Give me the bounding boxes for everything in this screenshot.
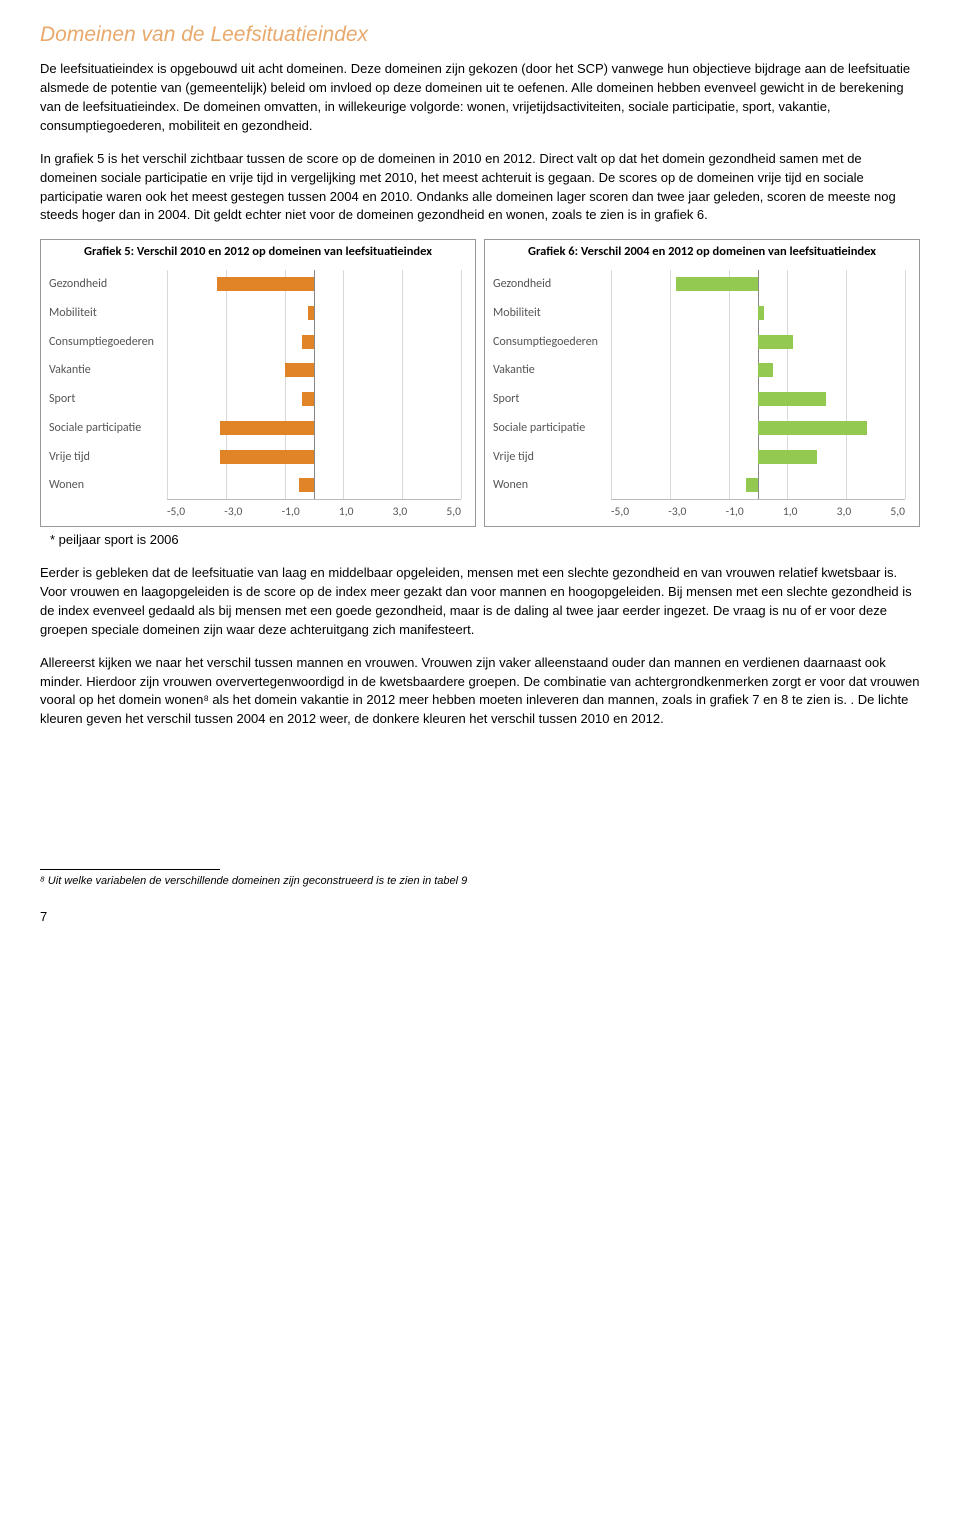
bar-label: Wonen: [49, 477, 167, 494]
bar-label: Sport: [493, 391, 611, 408]
charts-row: Grafiek 5: Verschil 2010 en 2012 op dome…: [40, 239, 920, 527]
paragraph-2: In grafiek 5 is het verschil zichtbaar t…: [40, 150, 920, 225]
bar: [217, 277, 314, 291]
bar-row: Sport: [611, 390, 905, 408]
bar-label: Sport: [49, 391, 167, 408]
chart-6: Grafiek 6: Verschil 2004 en 2012 op dome…: [484, 239, 920, 527]
section-heading: Domeinen van de Leefsituatieindex: [40, 20, 920, 50]
bar: [758, 335, 793, 349]
chart-6-plot: Gezondheid Mobiliteit Consumptiegoederen Va…: [611, 270, 905, 500]
axis-tick: -1,0: [726, 504, 744, 521]
paragraph-4: Allereerst kijken we naar het verschil t…: [40, 654, 920, 729]
axis-tick: 1,0: [783, 504, 798, 521]
bar-label: Vakantie: [493, 362, 611, 379]
bar-row: Consumptiegoederen: [611, 333, 905, 351]
bar-label: Wonen: [493, 477, 611, 494]
bar-row: Wonen: [611, 476, 905, 494]
axis-tick: -3,0: [668, 504, 686, 521]
bar-label: Consumptiegoederen: [49, 334, 167, 351]
bar: [758, 306, 764, 320]
bar-row: Mobiliteit: [611, 304, 905, 322]
axis-tick: 5,0: [446, 504, 461, 521]
bar-row: Sociale participatie: [167, 419, 461, 437]
chart-5: Grafiek 5: Verschil 2010 en 2012 op dome…: [40, 239, 476, 527]
bar: [758, 450, 817, 464]
bar: [676, 277, 758, 291]
chart-6-axis: -5,0 -3,0 -1,0 1,0 3,0 5,0: [611, 500, 905, 521]
axis-tick: -3,0: [224, 504, 242, 521]
bar-row: Vrije tijd: [167, 448, 461, 466]
bar-row: Wonen: [167, 476, 461, 494]
bar-label: Consumptiegoederen: [493, 334, 611, 351]
bar: [220, 421, 314, 435]
axis-tick: -5,0: [167, 504, 185, 521]
bar: [758, 421, 867, 435]
bar: [758, 392, 826, 406]
bar: [302, 335, 314, 349]
bar: [746, 478, 758, 492]
axis-tick: 3,0: [837, 504, 852, 521]
paragraph-3: Eerder is gebleken dat de leefsituatie v…: [40, 564, 920, 639]
paragraph-1: De leefsituatieindex is opgebouwd uit ac…: [40, 60, 920, 135]
bar: [220, 450, 314, 464]
chart-5-title: Grafiek 5: Verschil 2010 en 2012 op dome…: [47, 244, 469, 260]
bar-row: Sport: [167, 390, 461, 408]
bar-row: Vakantie: [611, 361, 905, 379]
bar-label: Vrije tijd: [493, 449, 611, 466]
bar-label: Gezondheid: [49, 276, 167, 293]
axis-tick: -1,0: [282, 504, 300, 521]
bar-label: Vrije tijd: [49, 449, 167, 466]
chart-footnote: * peiljaar sport is 2006: [50, 531, 920, 550]
bar: [302, 392, 314, 406]
bar-row: Gezondheid: [611, 275, 905, 293]
bar-label: Vakantie: [49, 362, 167, 379]
chart-5-axis: -5,0 -3,0 -1,0 1,0 3,0 5,0: [167, 500, 461, 521]
axis-tick: 3,0: [393, 504, 408, 521]
footnote-8: ⁸ Uit welke variabelen de verschillende …: [40, 874, 920, 890]
axis-tick: 1,0: [339, 504, 354, 521]
bar-row: Vrije tijd: [611, 448, 905, 466]
bar-row: Consumptiegoederen: [167, 333, 461, 351]
bar: [299, 478, 314, 492]
chart-5-plot: Gezondheid Mobiliteit Consumptiegoederen Va…: [167, 270, 461, 500]
bar-label: Mobiliteit: [49, 305, 167, 322]
bar: [285, 363, 314, 377]
bar: [758, 363, 773, 377]
bar-row: Sociale participatie: [611, 419, 905, 437]
chart-6-title: Grafiek 6: Verschil 2004 en 2012 op dome…: [491, 244, 913, 260]
bar-label: Gezondheid: [493, 276, 611, 293]
bar: [308, 306, 314, 320]
bar-row: Gezondheid: [167, 275, 461, 293]
axis-tick: -5,0: [611, 504, 629, 521]
bar-row: Vakantie: [167, 361, 461, 379]
bar-label: Mobiliteit: [493, 305, 611, 322]
footnote-separator: [40, 869, 220, 870]
bar-row: Mobiliteit: [167, 304, 461, 322]
bar-label: Sociale participatie: [493, 420, 611, 437]
page-number: 7: [40, 908, 920, 927]
bar-label: Sociale participatie: [49, 420, 167, 437]
axis-tick: 5,0: [890, 504, 905, 521]
